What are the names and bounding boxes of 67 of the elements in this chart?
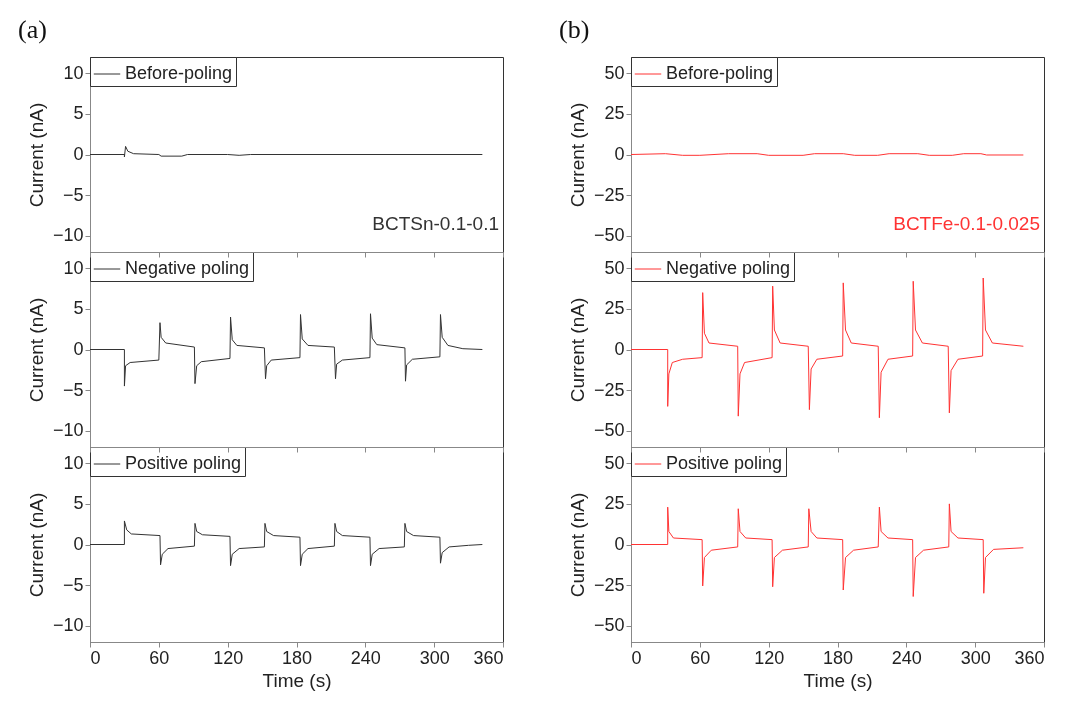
y-axis-title: Current (nA) <box>25 102 47 208</box>
y-tick-label: 50 <box>604 452 625 473</box>
y-tick-label: −25 <box>593 574 625 595</box>
y-axis-title: Current (nA) <box>566 297 588 403</box>
y-axis-title: Current (nA) <box>25 492 47 598</box>
x-tick-label: 360 <box>473 647 504 668</box>
y-tick-label: 5 <box>73 103 84 124</box>
y-tick-label: 0 <box>73 534 84 554</box>
x-axis-title: Time (s) <box>262 669 332 691</box>
legend-label: Positive poling <box>125 453 242 473</box>
legend-label: Before-poling <box>666 63 774 83</box>
y-tick-label: 10 <box>63 257 84 278</box>
x-axis-title: Time (s) <box>803 669 873 691</box>
y-tick-label: 50 <box>604 257 625 278</box>
x-tick-label: 0 <box>90 647 101 668</box>
x-tick-label: 240 <box>350 647 381 668</box>
y-tick-label: 50 <box>604 62 625 83</box>
legend-label: Negative poling <box>666 258 791 278</box>
chart-title: (a) <box>18 14 47 44</box>
y-tick-label: −25 <box>593 184 625 205</box>
y-axis-title: Current (nA) <box>25 297 47 403</box>
y-tick-label: 25 <box>604 298 625 319</box>
y-tick-label: 25 <box>604 493 625 514</box>
annotation: BCTSn-0.1-0.1 <box>372 213 499 234</box>
legend-label: Positive poling <box>666 453 783 473</box>
y-tick-label: −25 <box>593 379 625 400</box>
y-tick-label: −50 <box>593 615 625 636</box>
legend-label: Before-poling <box>125 63 233 83</box>
y-tick-label: −50 <box>593 225 625 246</box>
x-tick-label: 180 <box>281 647 313 668</box>
line-series <box>90 145 483 158</box>
y-tick-label: −10 <box>52 225 84 246</box>
y-tick-label: 0 <box>614 144 625 164</box>
line-series <box>90 313 483 387</box>
y-axis-title: Current (nA) <box>566 492 588 598</box>
y-tick-label: −5 <box>62 574 84 595</box>
y-tick-label: −5 <box>62 184 84 205</box>
x-tick-label: 300 <box>960 647 991 668</box>
x-tick-label: 60 <box>149 647 170 668</box>
y-tick-label: 25 <box>604 103 625 124</box>
x-tick-label: 360 <box>1014 647 1045 668</box>
x-tick-label: 180 <box>822 647 854 668</box>
y-tick-label: 10 <box>63 62 84 83</box>
x-tick-label: 300 <box>419 647 450 668</box>
y-axis-title: Current (nA) <box>566 102 588 208</box>
y-tick-label: 0 <box>614 534 625 554</box>
line-series <box>90 520 483 567</box>
line-series <box>631 277 1024 419</box>
x-tick-label: 60 <box>690 647 711 668</box>
x-tick-label: 0 <box>631 647 642 668</box>
y-tick-label: −5 <box>62 379 84 400</box>
y-tick-label: −10 <box>52 615 84 636</box>
y-tick-label: 0 <box>614 339 625 359</box>
chart-title: (b) <box>559 14 590 44</box>
y-tick-label: 0 <box>73 339 84 359</box>
y-tick-label: 10 <box>63 452 84 473</box>
y-tick-label: 0 <box>73 144 84 164</box>
annotation: BCTFe-0.1-0.025 <box>893 213 1040 234</box>
y-tick-label: 5 <box>73 493 84 514</box>
y-tick-label: −50 <box>593 420 625 441</box>
y-tick-label: 5 <box>73 298 84 319</box>
x-tick-label: 120 <box>213 647 244 668</box>
x-tick-label: 240 <box>891 647 922 668</box>
legend-label: Negative poling <box>125 258 250 278</box>
y-tick-label: −10 <box>52 420 84 441</box>
line-series <box>631 503 1024 597</box>
x-tick-label: 120 <box>754 647 785 668</box>
